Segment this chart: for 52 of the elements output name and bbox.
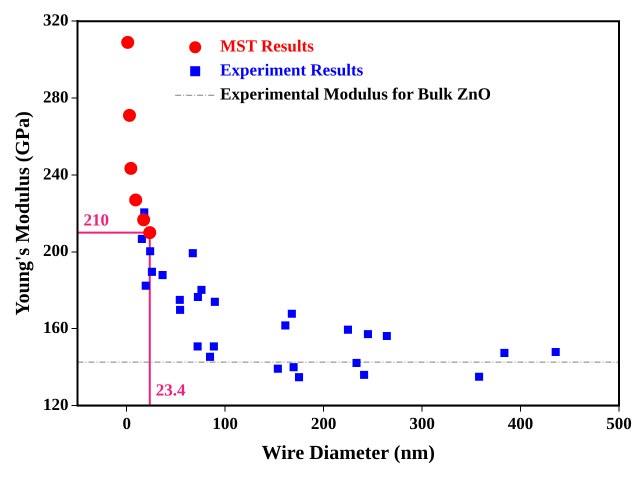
x-tick-label: 300 [409,414,435,434]
y-tick-label: 320 [43,10,68,30]
point [194,342,202,350]
point [176,296,184,304]
point [344,326,352,334]
legend-label: Experimental Modulus for Bulk ZnO [220,84,491,104]
point [146,247,154,256]
point [500,348,508,357]
y-axis-title: Young's Modulus (GPa) [12,111,34,316]
point [137,213,150,226]
point [274,364,282,373]
point [364,330,372,338]
point [138,234,146,243]
point [552,348,560,356]
x-axis-title: Wire Diameter (nm) [262,442,435,464]
y-tick-label: 120 [43,394,68,414]
point [158,271,167,280]
point [281,321,290,330]
point [288,310,296,318]
annotation: 23.4 [156,380,186,400]
point [360,370,368,379]
point [124,162,138,175]
y-tick-label: 160 [43,318,68,338]
point [194,292,202,302]
point [142,282,150,290]
y-tick-label: 280 [43,87,68,106]
point [129,193,142,206]
point [290,363,298,372]
annotation: 210 [84,210,109,230]
x-tick-label: 0 [122,414,131,434]
point [352,358,361,367]
point [475,372,484,381]
point [206,352,214,361]
point [197,286,206,294]
point [382,332,391,340]
point [210,298,219,306]
point [210,342,218,350]
x-tick-label: 400 [508,414,534,434]
point [294,373,304,382]
point [143,226,156,240]
point [121,36,134,49]
legend-label: MST Results [220,36,314,56]
x-tick-label: 100 [212,414,238,434]
point [148,268,156,276]
point [188,249,197,258]
point [122,108,136,122]
legend-label: Experiment Results [220,60,364,80]
x-tick-label: 200 [310,414,336,434]
x-tick-label: 500 [606,414,632,434]
y-tick-label: 200 [43,241,68,260]
y-tick-label: 240 [43,164,68,184]
point [176,306,184,314]
